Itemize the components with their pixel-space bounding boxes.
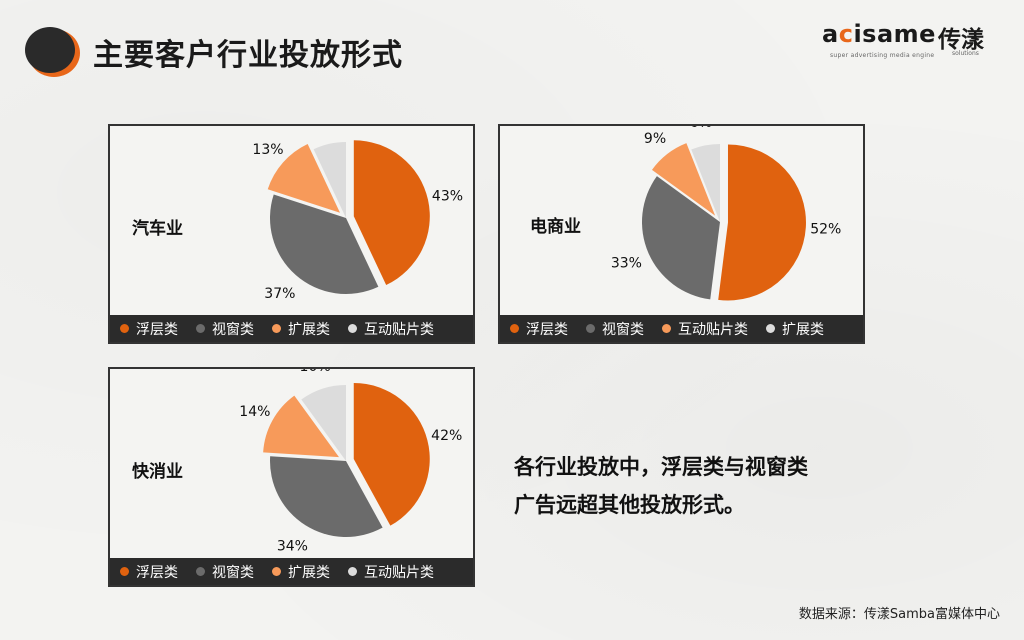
slice-data-label: 13% (252, 142, 283, 158)
logo-tagline-2: solutions (952, 50, 979, 57)
legend-label: 互动贴片类 (678, 321, 748, 338)
legend-label: 视窗类 (602, 321, 644, 338)
chart-panel-auto: 43% 37% 13% 7% 汽车业 浮层类 视窗类 扩展类 互动贴片类 (108, 124, 475, 344)
legend-item: 浮层类 (120, 562, 178, 582)
legend-label: 视窗类 (212, 564, 254, 581)
legend-label: 浮层类 (136, 564, 178, 581)
slice-data-label: 37% (264, 286, 295, 302)
slice-data-label: 9% (644, 131, 666, 147)
legend-swatch (272, 567, 281, 576)
logo-tagline: super advertising media engine (830, 52, 935, 59)
pie-slice-2 (263, 395, 339, 458)
page-title: 主要客户行业投放形式 (93, 38, 403, 73)
slice-data-label: 42% (431, 428, 462, 444)
industry-label: 快消业 (132, 462, 183, 482)
slice-data-label: 33% (611, 256, 642, 272)
title-circle-icon (25, 27, 80, 77)
legend-bar: 浮层类 视窗类 扩展类 互动贴片类 (110, 558, 473, 585)
legend-swatch (510, 324, 519, 333)
slice-data-label: 14% (239, 404, 270, 420)
slice-data-label: 52% (810, 222, 841, 238)
slice-data-label: 10% (300, 369, 331, 375)
slice-data-label: 34% (277, 538, 308, 554)
legend-swatch (348, 567, 357, 576)
pie-slice-2 (267, 143, 340, 213)
pie-slice-0 (353, 383, 430, 526)
legend-label: 扩展类 (782, 321, 824, 338)
industry-label: 汽车业 (132, 219, 183, 239)
pie-chart-ecommerce: 52% 33% 9% 6% (611, 126, 841, 301)
legend-label: 浮层类 (526, 321, 568, 338)
pie-chart-auto: 43% 37% 13% 7% (252, 126, 463, 302)
pie-chart-fmcg: 42% 34% 14% 10% (239, 369, 462, 554)
slice-data-label: 43% (432, 188, 463, 204)
legend-label: 扩展类 (288, 564, 330, 581)
logo-wordmark: acisame (822, 20, 936, 48)
legend-swatch (662, 324, 671, 333)
legend-label: 互动贴片类 (364, 321, 434, 338)
legend-bar: 浮层类 视窗类 扩展类 互动贴片类 (110, 315, 473, 342)
legend-item: 扩展类 (766, 319, 824, 339)
legend-bar: 浮层类 视窗类 互动贴片类 扩展类 (500, 315, 863, 342)
legend-swatch (196, 567, 205, 576)
chart-panel-ecommerce: 52% 33% 9% 6% 电商业 浮层类 视窗类 互动贴片类 扩展类 (498, 124, 865, 344)
pie-slice-0 (718, 144, 806, 301)
pie-slice-3 (691, 144, 720, 222)
legend-label: 浮层类 (136, 321, 178, 338)
legend-swatch (586, 324, 595, 333)
legend-label: 视窗类 (212, 321, 254, 338)
pie-slice-3 (301, 385, 346, 461)
legend-swatch (120, 567, 129, 576)
legend-item: 浮层类 (510, 319, 568, 339)
pie-slice-2 (651, 143, 716, 216)
legend-item: 视窗类 (196, 319, 254, 339)
legend-item: 互动贴片类 (348, 319, 434, 339)
legend-swatch (766, 324, 775, 333)
pie-slice-1 (270, 456, 383, 537)
legend-swatch (272, 324, 281, 333)
slice-data-label: 6% (690, 126, 712, 131)
pie-slice-1 (642, 176, 720, 300)
legend-item: 视窗类 (196, 562, 254, 582)
legend-item: 互动贴片类 (662, 319, 748, 339)
industry-label: 电商业 (530, 217, 581, 237)
legend-item: 互动贴片类 (348, 562, 434, 582)
legend-label: 扩展类 (288, 321, 330, 338)
pie-slice-0 (353, 140, 430, 286)
summary-text: 各行业投放中，浮层类与视窗类 广告远超其他投放形式。 (514, 448, 884, 524)
legend-item: 扩展类 (272, 319, 330, 339)
summary-line-2: 广告远超其他投放形式。 (514, 493, 745, 517)
legend-label: 互动贴片类 (364, 564, 434, 581)
data-source: 数据来源：传漾Samba富媒体中心 (798, 607, 1000, 622)
summary-line-1: 各行业投放中，浮层类与视窗类 (514, 455, 808, 479)
legend-swatch (120, 324, 129, 333)
logo-cn: 传漾 (938, 27, 984, 53)
pie-slice-3 (313, 142, 346, 218)
legend-item: 扩展类 (272, 562, 330, 582)
brand-logo: acisame 传漾 super advertising media engin… (822, 20, 992, 66)
legend-swatch (196, 324, 205, 333)
chart-panel-fmcg: 42% 34% 14% 10% 快消业 浮层类 视窗类 扩展类 互动贴片类 (108, 367, 475, 587)
legend-item: 浮层类 (120, 319, 178, 339)
legend-item: 视窗类 (586, 319, 644, 339)
pie-slice-1 (270, 194, 379, 294)
legend-swatch (348, 324, 357, 333)
slice-data-label: 7% (313, 126, 335, 129)
